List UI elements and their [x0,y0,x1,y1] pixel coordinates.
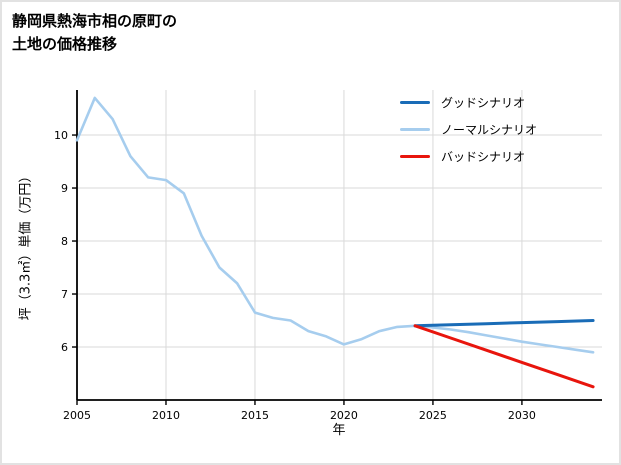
x-axis-label: 年 [332,423,346,438]
bad-scenario-line-swatch [400,154,430,158]
y-tick-label: 8 [61,235,68,248]
x-tick-label: 2020 [330,409,358,422]
legend-item-normal-scenario: ノーマルシナリオ [400,120,537,138]
legend-item-bad-scenario: バッドシナリオ [400,147,537,165]
chart-title-line2: 土地の価格推移 [12,34,118,53]
x-tick-label: 2010 [152,409,180,422]
good-scenario-label: グッドシナリオ [441,95,526,110]
normal-scenario-label: ノーマルシナリオ [441,122,538,137]
series-line-ノーマルシナリオ [75,96,595,354]
series-line-バッドシナリオ [413,324,595,389]
bad-scenario-label: バッドシナリオ [441,149,526,164]
x-tick-label: 2025 [419,409,447,422]
legend-item-good-scenario: グッドシナリオ [400,93,537,111]
y-tick-label: 10 [54,129,68,142]
x-tick-label: 2030 [508,409,536,422]
chart-title: 静岡県熱海市相の原町の 土地の価格推移 [12,10,177,55]
x-tick-label: 2015 [241,409,269,422]
normal-scenario-line-swatch [400,127,430,131]
y-tick-label: 7 [61,288,68,301]
good-scenario-line-swatch [400,100,430,104]
chart-title-line1: 静岡県熱海市相の原町の [12,12,178,30]
chart-legend: グッドシナリオ ノーマルシナリオ バッドシナリオ [400,93,537,165]
y-tick-label: 9 [61,182,68,195]
series-line-グッドシナリオ [413,319,595,328]
x-tick-label: 2005 [63,409,91,422]
y-tick-label: 6 [61,341,68,354]
